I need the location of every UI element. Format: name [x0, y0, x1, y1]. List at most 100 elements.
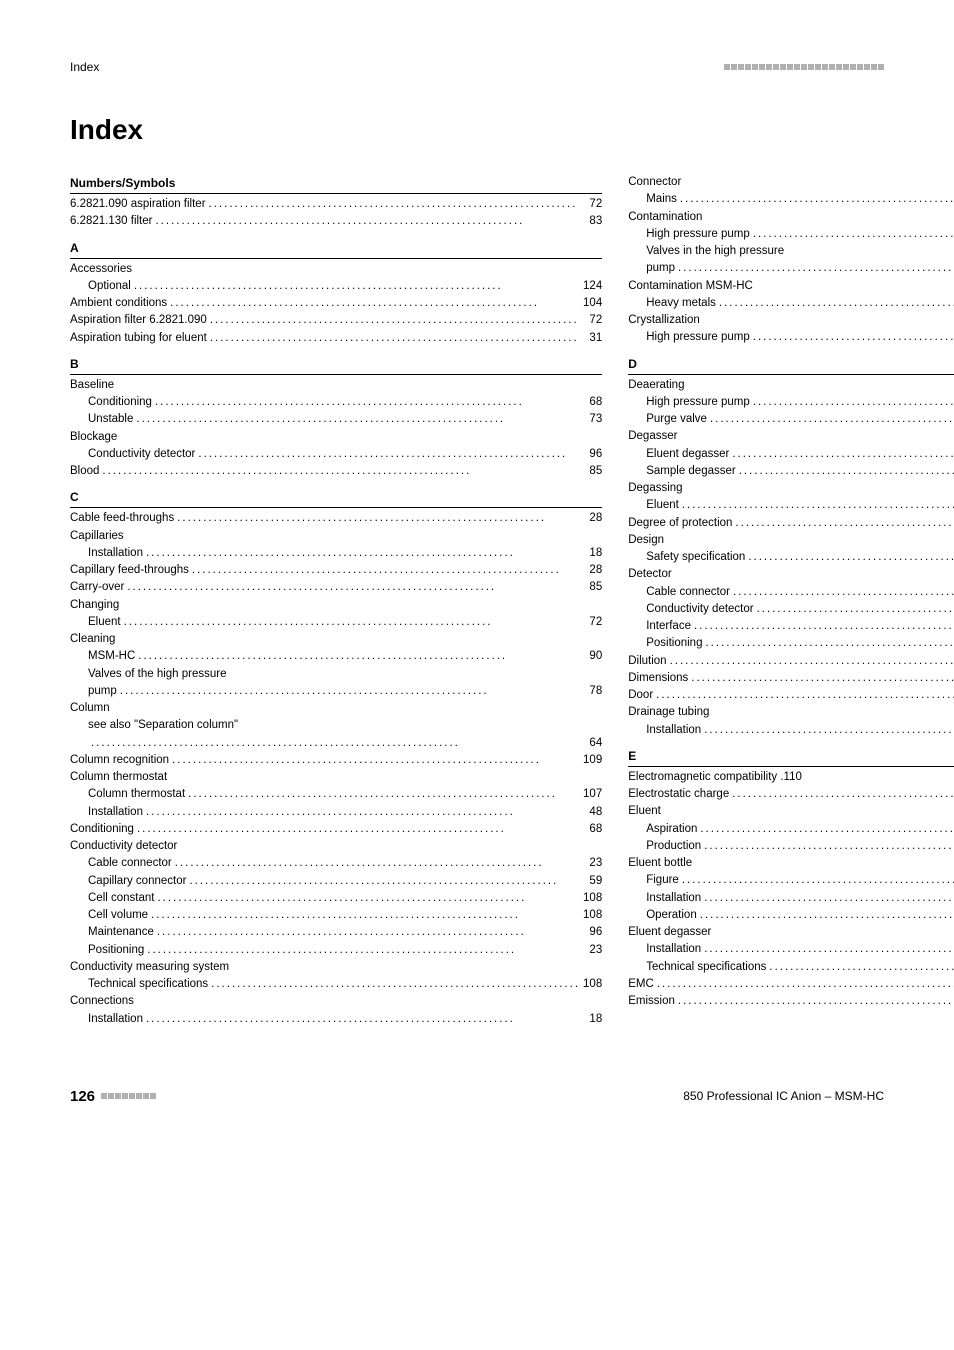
index-entry: Emission 110: [628, 993, 954, 1010]
entry-label: Figure: [646, 872, 679, 889]
index-entry: Contamination MSM-HC: [628, 278, 954, 295]
entry-leader: [134, 278, 580, 295]
index-entry: Mains 109: [628, 191, 954, 208]
entry-leader: [769, 959, 954, 976]
entry-page: 72: [589, 614, 602, 631]
entry-leader: [102, 463, 586, 480]
index-entry: Production 71: [628, 838, 954, 855]
index-entry: Degassing: [628, 480, 954, 497]
entry-label: Blood: [70, 463, 99, 480]
entry-leader: [192, 562, 587, 579]
index-entry: Cleaning: [70, 631, 602, 648]
index-entry: Purge valve 36: [628, 411, 954, 428]
entry-page: 18: [589, 1011, 602, 1028]
index-entry: Unstable 73: [70, 411, 602, 428]
entry-label: Conductivity detector: [88, 446, 195, 463]
entry-leader: [705, 635, 954, 652]
index-entry: Sample degasser 44: [628, 463, 954, 480]
entry-leader: [120, 683, 587, 700]
entry-leader: [146, 1011, 586, 1028]
entry-leader: [757, 601, 954, 618]
entry-leader: [170, 295, 580, 312]
entry-page: 90: [589, 648, 602, 665]
footer-left: 126: [70, 1088, 156, 1105]
entry-label: Crystallization: [628, 312, 700, 329]
entry-label: Installation: [646, 890, 701, 907]
index-entry: Baseline: [70, 377, 602, 394]
entry-label: Aspiration: [646, 821, 697, 838]
entry-label: Dilution: [628, 653, 666, 670]
entry-label: Degassing: [628, 480, 682, 497]
entry-page: 110: [784, 769, 802, 786]
index-entry: Conductivity detector 59: [628, 601, 954, 618]
entry-label: Blockage: [70, 429, 117, 446]
entry-page: 85: [589, 463, 602, 480]
entry-page: 108: [583, 890, 602, 907]
index-entry: Degasser: [628, 428, 954, 445]
entry-label: Capillary connector: [88, 873, 186, 890]
entry-label: Accessories: [70, 261, 132, 278]
entry-label: MSM-HC: [88, 648, 135, 665]
entry-label: High pressure pump: [646, 329, 750, 346]
index-entry: Capillaries: [70, 528, 602, 545]
index-entry: Capillary connector 59: [70, 873, 602, 890]
index-entry: Eluent degasser: [628, 924, 954, 941]
index-entry: Electromagnetic compatibility . 110: [628, 769, 954, 786]
entry-label: Changing: [70, 597, 119, 614]
entry-page: 124: [583, 278, 602, 295]
entry-label: Positioning: [646, 635, 702, 652]
entry-label: Sample degasser: [646, 463, 736, 480]
entry-leader: [719, 295, 954, 312]
index-entry: Conductivity detector: [70, 838, 602, 855]
index-entry: Installation 26: [628, 722, 954, 739]
footer-decor: [101, 1093, 156, 1099]
index-entry: Eluent 35: [628, 497, 954, 514]
index-entry: Cable connector 23: [628, 584, 954, 601]
entry-leader: [682, 497, 954, 514]
entry-page: 28: [589, 562, 602, 579]
entry-page: 78: [589, 683, 602, 700]
entry-label: High pressure pump: [646, 394, 750, 411]
index-entry: Installation 35: [628, 941, 954, 958]
entry-label: Door: [628, 687, 653, 704]
entry-label: Capillary feed-throughs: [70, 562, 189, 579]
page-title: Index: [70, 114, 884, 146]
index-entry: Deaerating: [628, 377, 954, 394]
entry-label: Detector: [628, 566, 671, 583]
entry-label: Conditioning: [70, 821, 134, 838]
entry-label: Conductivity detector: [70, 838, 177, 855]
entry-label: Installation: [88, 804, 143, 821]
index-entry: Aspiration 31: [628, 821, 954, 838]
entry-leader: [127, 579, 586, 596]
column-1: Numbers/Symbols6.2821.090 aspiration fil…: [70, 174, 602, 1028]
entry-label: Cable connector: [88, 855, 172, 872]
entry-label: Degasser: [628, 428, 677, 445]
entry-leader: [657, 976, 954, 993]
entry-label: Installation: [88, 1011, 143, 1028]
section-heading: C: [70, 488, 602, 508]
entry-leader: [210, 312, 587, 329]
index-entry: Contamination: [628, 209, 954, 226]
entry-label: Column thermostat: [70, 769, 167, 786]
index-entry: MSM-HC 90: [70, 648, 602, 665]
entry-label: Cable feed-throughs: [70, 510, 174, 527]
entry-leader: [732, 446, 954, 463]
entry-leader: [753, 329, 954, 346]
entry-page: 72: [589, 196, 602, 213]
index-entry: see also "Separation column": [70, 717, 602, 734]
index-entry: High pressure pump 72: [628, 226, 954, 243]
entry-leader: [704, 941, 954, 958]
entry-leader: [188, 786, 580, 803]
entry-label: Safety specification: [646, 549, 745, 566]
index-entry: 6.2821.130 filter 83: [70, 213, 602, 230]
index-entry: Degree of protection 110: [628, 515, 954, 532]
entry-label: Eluent bottle: [628, 855, 692, 872]
index-entry: Crystallization: [628, 312, 954, 329]
entry-leader: [136, 411, 586, 428]
entry-label: Mains: [646, 191, 677, 208]
entry-leader: [682, 872, 954, 889]
entry-label: Interface: [646, 618, 691, 635]
index-entry: High pressure pump 39: [628, 394, 954, 411]
entry-page: 109: [583, 752, 602, 769]
index-entry: Installation 18: [70, 1011, 602, 1028]
